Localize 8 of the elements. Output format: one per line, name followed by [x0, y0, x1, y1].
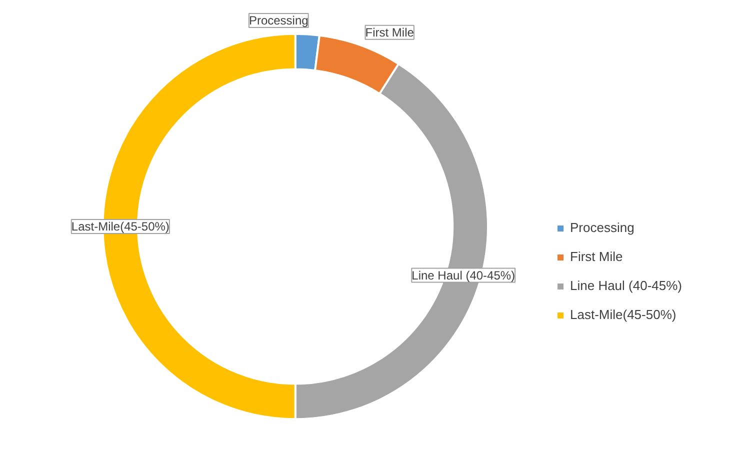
slice-label: Processing [248, 14, 308, 28]
legend-label: First Mile [570, 249, 623, 264]
slice-label: Line Haul (40-45%) [412, 268, 516, 282]
slice-label: Last-Mile(45-50%) [71, 220, 170, 234]
slice-label: First Mile [365, 25, 414, 40]
legend-label: Processing [570, 220, 634, 235]
legend-label: Line Haul (40-45%) [570, 278, 682, 293]
legend-label: Last-Mile(45-50%) [570, 307, 676, 322]
